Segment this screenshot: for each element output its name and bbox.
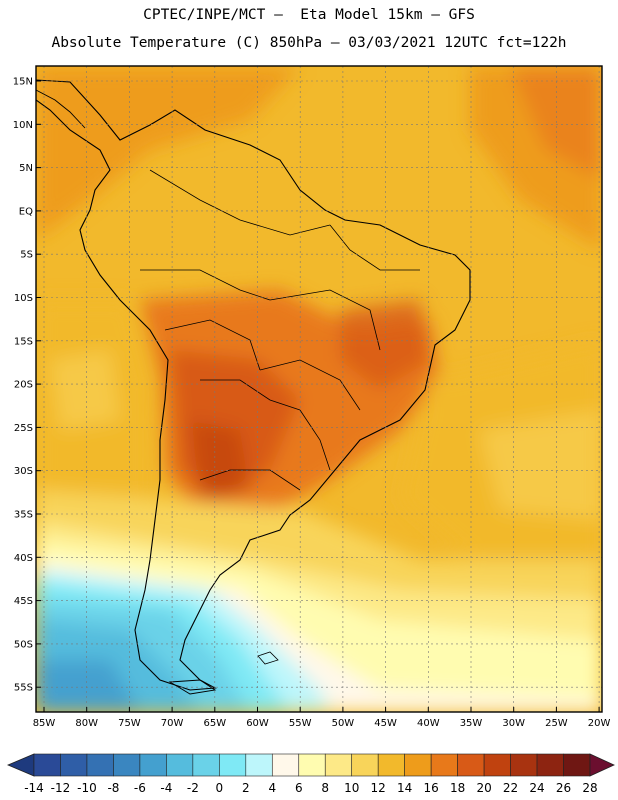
colorbar-label: -10 xyxy=(77,781,97,795)
colorbar-swatch xyxy=(192,753,220,777)
colorbar-swatch xyxy=(536,753,564,777)
lat-label: 10N xyxy=(13,120,33,131)
colorbar-swatch xyxy=(113,753,141,777)
colorbar-label: -12 xyxy=(51,781,71,795)
colorbar-label: 26 xyxy=(556,781,571,795)
lon-label: 30W xyxy=(502,718,525,729)
chart-title: CPTEC/INPE/MCT – Eta Model 15km – GFS xyxy=(143,7,475,23)
lon-label: 65W xyxy=(203,718,226,729)
lat-label: 20S xyxy=(14,380,33,391)
temperature-field xyxy=(36,66,602,712)
lat-label: 45S xyxy=(14,596,33,607)
colorbar-label: 0 xyxy=(216,781,224,795)
colorbar-swatch xyxy=(139,753,167,777)
lat-label: 30S xyxy=(14,466,33,477)
colorbar-label: 14 xyxy=(397,781,412,795)
colorbar-min-arrow xyxy=(6,753,35,777)
colorbar-swatch xyxy=(324,753,353,777)
falkland-islands xyxy=(257,651,279,665)
colorbar-swatch xyxy=(33,753,61,777)
colorbar-label: 6 xyxy=(295,781,303,795)
country-borders xyxy=(140,169,420,491)
latitude-axis: 15N 10N 5N EQ 5S 10S 15S 20S 25S 30S 35S 40S 45S 50S 5… xyxy=(13,77,41,694)
lat-label: 40S xyxy=(14,553,33,564)
lat-label: 15N xyxy=(13,77,33,88)
colorbar-swatch xyxy=(430,753,458,777)
colorbar-swatch xyxy=(351,753,379,777)
lat-label: 5S xyxy=(20,250,33,261)
colorbar-max-arrow xyxy=(589,753,615,777)
colorbar-swatch xyxy=(563,753,591,777)
lon-label: 60W xyxy=(246,718,269,729)
colorbar-label: -14 xyxy=(24,781,44,795)
colorbar-swatch xyxy=(377,753,405,777)
colorbar-label: 4 xyxy=(268,781,276,795)
colorbar-label: 10 xyxy=(344,781,359,795)
longitude-axis: 85W 80W 75W 70W 65W 60W 55W 50W 45W 40W 35W 30W 25W 2… xyxy=(33,707,611,729)
colorbar-label: -4 xyxy=(160,781,172,795)
map-frame xyxy=(35,65,603,713)
lon-label: 80W xyxy=(75,718,98,729)
colorbar-swatch xyxy=(404,753,432,777)
colorbar-label: 18 xyxy=(450,781,465,795)
lon-label: 45W xyxy=(374,718,397,729)
lon-label: 55W xyxy=(289,718,312,729)
colorbar-label: 2 xyxy=(242,781,250,795)
lat-lon-grid xyxy=(36,66,602,712)
lat-label: 15S xyxy=(14,336,33,347)
lat-label: EQ xyxy=(19,206,33,217)
lat-label: 25S xyxy=(14,423,33,434)
lat-label: 5N xyxy=(19,163,33,174)
colorbar-swatch xyxy=(219,753,247,777)
colorbar-swatch xyxy=(166,753,194,777)
lon-label: 85W xyxy=(33,718,56,729)
lat-label: 55S xyxy=(14,683,33,694)
colorbar-swatch xyxy=(510,753,538,777)
lon-label: 25W xyxy=(545,718,568,729)
lon-label: 50W xyxy=(332,718,355,729)
chart-subtitle: Absolute Temperature (C) 850hPa – 03/03/… xyxy=(51,35,567,51)
colorbar-swatch xyxy=(483,753,511,777)
colorbar-label: -6 xyxy=(134,781,146,795)
lat-label: 35S xyxy=(14,510,33,521)
tierra-del-fuego xyxy=(168,679,217,695)
colorbar-label: 16 xyxy=(424,781,439,795)
colorbar-label: -2 xyxy=(187,781,199,795)
colorbar-label: 28 xyxy=(582,781,597,795)
colorbar-swatch xyxy=(457,753,485,777)
colorbar-label: 12 xyxy=(371,781,386,795)
central-america-coast xyxy=(36,89,86,129)
colorbar-swatch xyxy=(60,753,88,777)
lon-label: 35W xyxy=(460,718,483,729)
lon-label: 20W xyxy=(588,718,611,729)
lon-label: 40W xyxy=(417,718,440,729)
colorbar-swatch xyxy=(245,753,273,777)
lat-label: 10S xyxy=(14,293,33,304)
colorbar-label: 20 xyxy=(476,781,491,795)
color-scale: -14 -12 -10 -8 -6 -4 -2 0 2 4 6 8 10 12 14 16 18 20 22 24 26… xyxy=(6,753,615,795)
colorbar-swatch xyxy=(298,753,326,777)
lon-label: 70W xyxy=(161,718,184,729)
colorbar-label: 24 xyxy=(529,781,544,795)
colorbar-label: 22 xyxy=(503,781,518,795)
colorbar-swatch xyxy=(271,753,300,777)
colorbar-swatch xyxy=(86,753,114,777)
colorbar-label: -8 xyxy=(107,781,119,795)
lon-label: 75W xyxy=(118,718,141,729)
lat-label: 50S xyxy=(14,639,33,650)
colorbar-label: 8 xyxy=(321,781,329,795)
